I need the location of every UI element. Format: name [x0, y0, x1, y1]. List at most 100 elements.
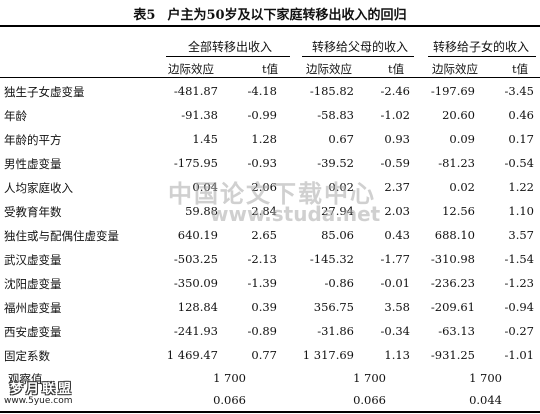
table-cell: -39.52	[317, 156, 354, 170]
table-cell: -350.09	[173, 276, 218, 290]
table-cell: 0.17	[508, 132, 534, 146]
row-label: 年龄的平方	[4, 133, 62, 147]
table-cell: 0.77	[251, 348, 277, 362]
table-cell: 20.60	[442, 108, 475, 122]
group-underline-children	[428, 56, 536, 57]
table-cell: 356.75	[313, 300, 354, 314]
row-label: 受教育年数	[4, 205, 62, 219]
table-cell: -310.98	[430, 252, 475, 266]
row-label: 西安虚变量	[4, 325, 62, 339]
row-label: 年龄	[4, 109, 27, 123]
row-label: 男性虚变量	[4, 157, 62, 171]
table-cell: 688.10	[434, 228, 475, 242]
row-label: 武汉虚变量	[4, 253, 62, 267]
top-rule	[0, 25, 540, 27]
table-cell: 2.37	[384, 180, 410, 194]
table-cell: -1.01	[504, 348, 535, 362]
table-cell: 0.67	[328, 132, 354, 146]
table-cell: 0.39	[251, 300, 277, 314]
table-cell: -0.59	[380, 156, 411, 170]
table-cell: -1.77	[380, 252, 411, 266]
table-cell: -31.86	[317, 324, 354, 338]
table-number: 表5	[133, 8, 156, 23]
footer-cell: 0.066	[213, 393, 246, 407]
row-label: 沈阳虚变量	[4, 277, 62, 291]
table-cell: -0.89	[247, 324, 278, 338]
subheader-t-all: t值	[262, 62, 279, 76]
table-cell: 3.58	[384, 300, 410, 314]
group-underline-parents	[302, 56, 414, 57]
table-cell: -4.18	[247, 84, 278, 98]
table-cell: -0.54	[504, 156, 535, 170]
table-cell: 85.06	[321, 228, 354, 242]
row-label: 福州虚变量	[4, 301, 62, 315]
header-rule	[0, 77, 540, 78]
table-cell: -1.54	[504, 252, 535, 266]
table-cell: 1.10	[508, 204, 534, 218]
table-cell: 0.43	[384, 228, 410, 242]
row-label: 独住或与配偶住虚变量	[4, 229, 119, 243]
table-cell: -1.02	[380, 108, 411, 122]
table-cell: -3.45	[504, 84, 535, 98]
table-cell: 59.88	[185, 204, 218, 218]
table-cell: -0.99	[247, 108, 278, 122]
table-cell: -481.87	[173, 84, 218, 98]
subheader-marginal-children: 边际效应	[432, 62, 478, 76]
table-cell: 0.46	[508, 108, 534, 122]
subheader-t-children: t值	[512, 62, 529, 76]
bottom-rule	[0, 411, 540, 413]
table-cell: -2.13	[247, 252, 278, 266]
table-cell: 128.84	[177, 300, 218, 314]
table-title: 户主为50岁及以下家庭转移出收入的回归	[167, 8, 407, 23]
table-cell: 0.02	[328, 180, 354, 194]
table-cell: 1 469.47	[166, 348, 218, 362]
logo-url: www.5yue.com	[4, 396, 73, 406]
table-cell: 1.22	[508, 180, 534, 194]
table-cell: -145.32	[309, 252, 354, 266]
table-cell: -503.25	[173, 252, 218, 266]
table-caption: 表5 户主为50岁及以下家庭转移出收入的回归	[0, 4, 540, 23]
table-cell: -185.82	[309, 84, 354, 98]
table-cell: 0.04	[192, 180, 218, 194]
group-header-parents: 转移给父母的收入	[311, 40, 408, 54]
table-cell: 1 317.69	[302, 348, 354, 362]
table-cell: 1.28	[251, 132, 277, 146]
table-cell: -0.94	[504, 300, 535, 314]
table-cell: 3.57	[508, 228, 534, 242]
table-cell: 0.93	[384, 132, 410, 146]
row-label: 独生子女虚变量	[4, 85, 85, 99]
group-underline-all	[166, 56, 290, 57]
table-cell: -175.95	[173, 156, 218, 170]
site-logo: 梦月联盟 www.5yue.com	[2, 378, 112, 412]
table-cell: -91.38	[181, 108, 218, 122]
table-cell: 0.02	[449, 180, 475, 194]
logo-cn: 梦月联盟	[10, 382, 75, 397]
table-cell: -0.93	[247, 156, 278, 170]
table-cell: -209.61	[430, 300, 475, 314]
table-cell: -0.86	[324, 276, 355, 290]
table-cell: 27.94	[321, 204, 354, 218]
table-cell: -197.69	[430, 84, 475, 98]
table-cell: 1.13	[384, 348, 410, 362]
table-cell: 0.09	[449, 132, 475, 146]
table-cell: 2.65	[251, 228, 277, 242]
table-cell: -236.23	[430, 276, 475, 290]
table-cell: 2.03	[384, 204, 410, 218]
table-cell: -0.01	[380, 276, 411, 290]
footer-cell: 1 700	[213, 371, 246, 385]
footer-cell: 1 700	[353, 371, 386, 385]
row-label: 人均家庭收入	[4, 181, 73, 195]
table-cell: 1.45	[192, 132, 218, 146]
table-cell: 12.56	[442, 204, 475, 218]
table-cell: -241.93	[173, 324, 218, 338]
table-cell: -0.27	[504, 324, 535, 338]
table-cell: 2.84	[251, 204, 277, 218]
table-cell: -0.34	[380, 324, 411, 338]
table-cell: -1.39	[247, 276, 278, 290]
subheader-marginal-parents: 边际效应	[306, 62, 352, 76]
table-cell: -58.83	[317, 108, 354, 122]
group-header-children: 转移给子女的收入	[432, 40, 529, 54]
footer-cell: 0.044	[469, 393, 502, 407]
group-header-all: 全部转移出收入	[187, 40, 272, 54]
table-cell: -1.23	[504, 276, 535, 290]
